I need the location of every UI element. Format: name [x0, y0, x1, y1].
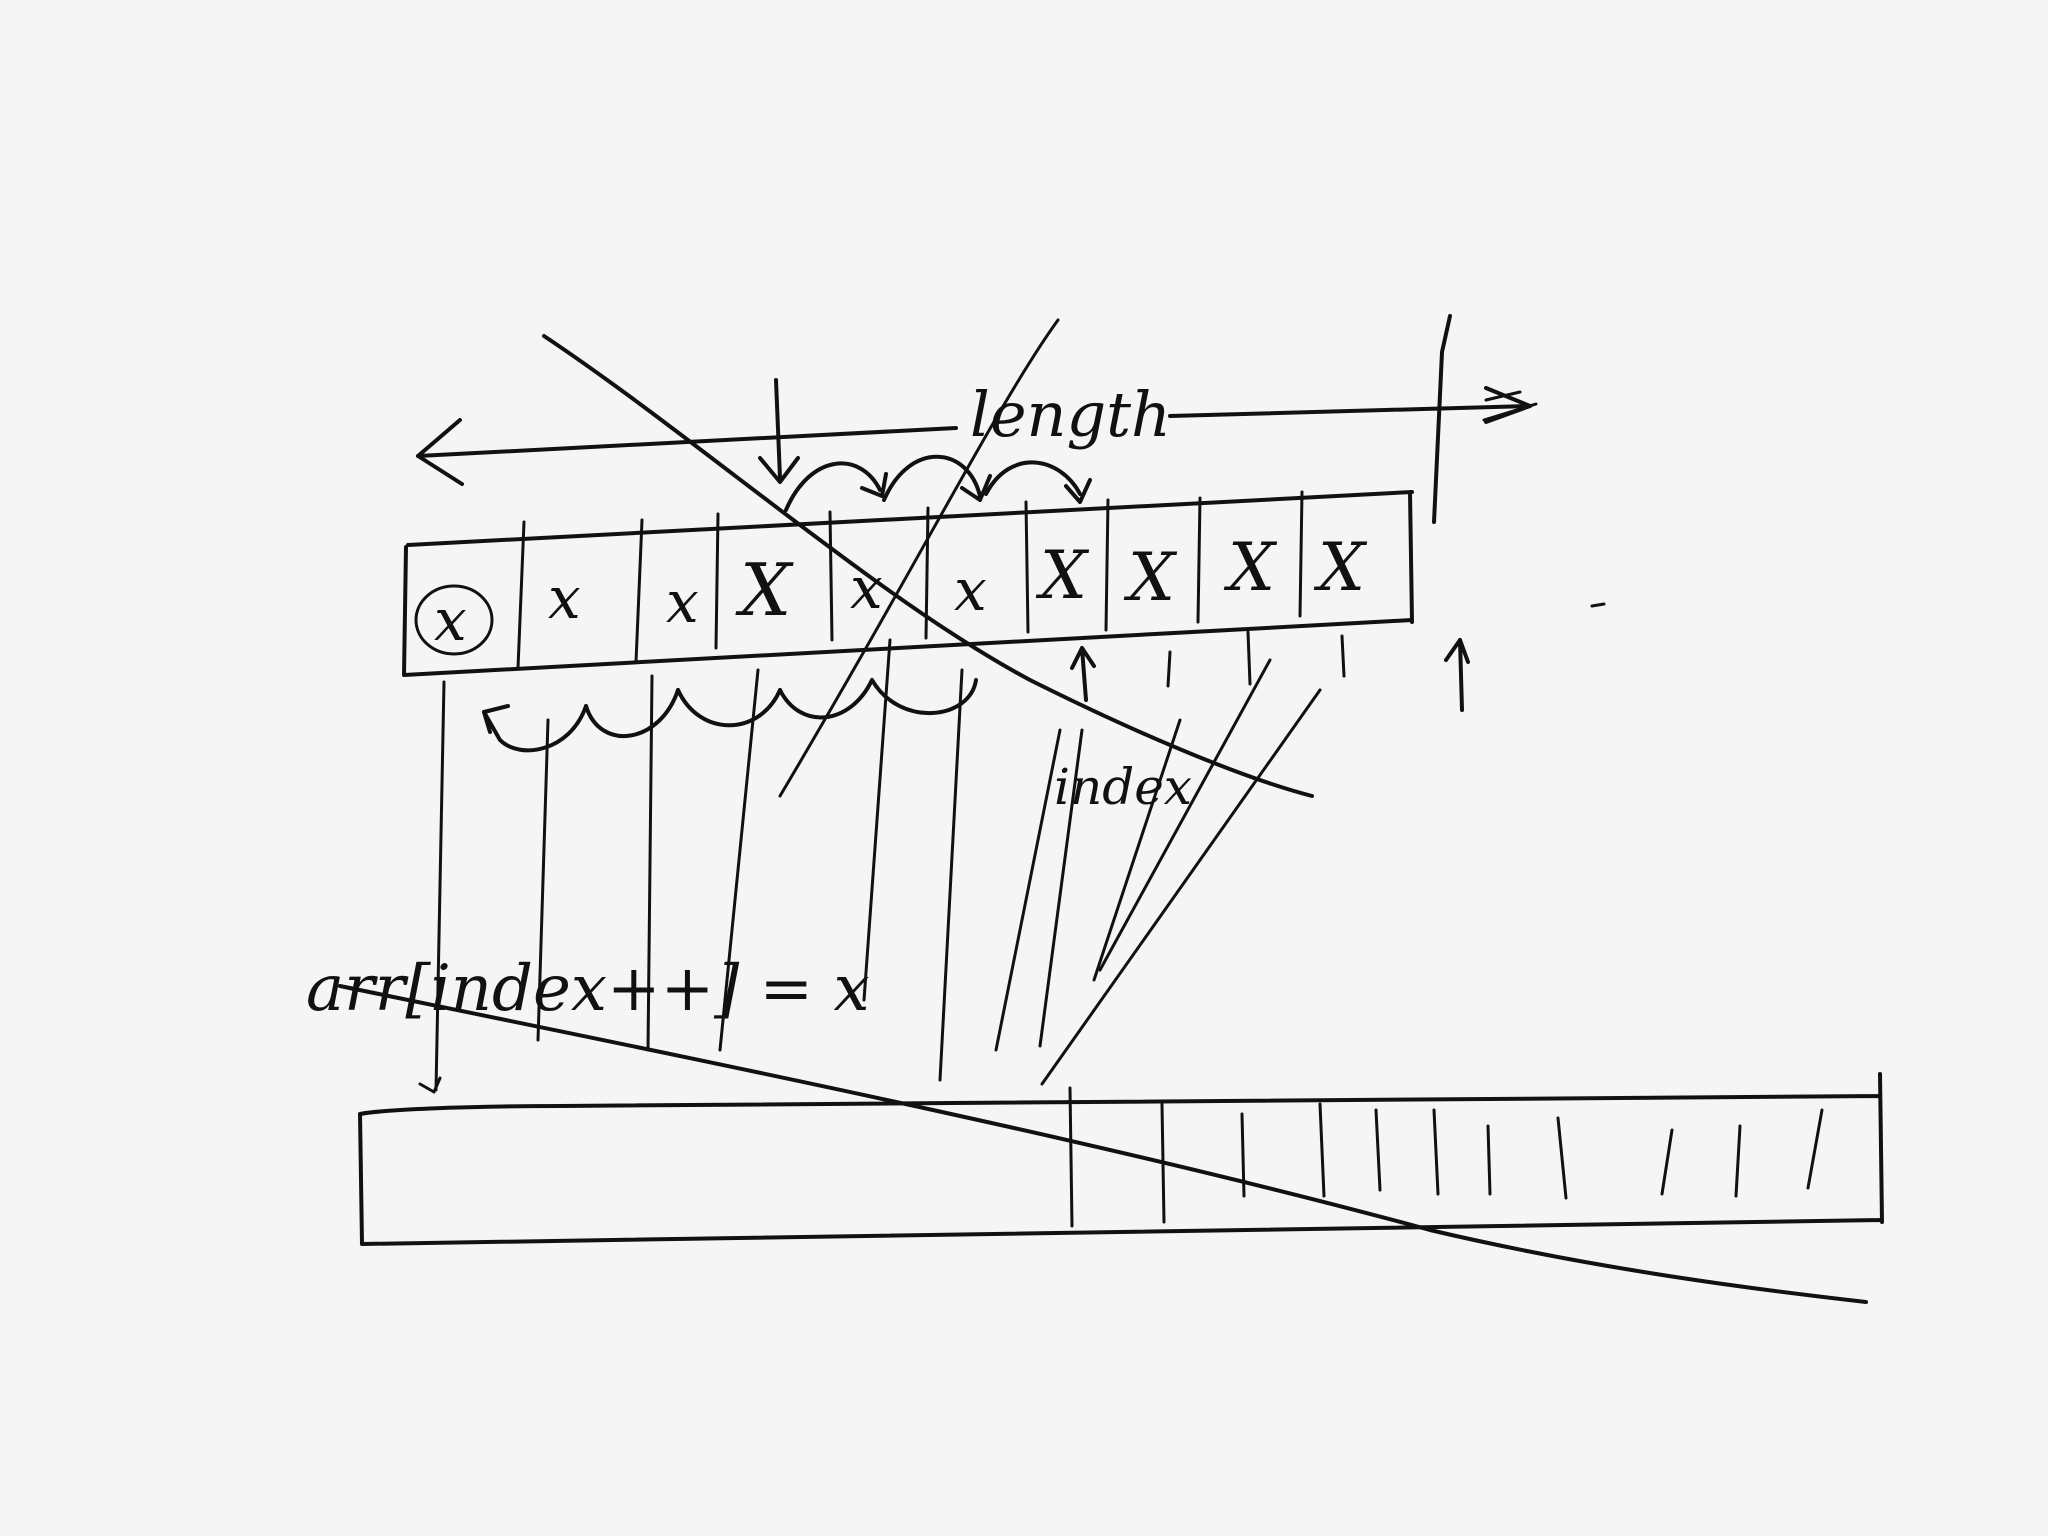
bottom-array-dividers: [1068, 1086, 1824, 1228]
cell-mark: X: [1035, 537, 1090, 614]
cell-mark: X: [735, 548, 794, 632]
code-statement: arr[index++] = x: [306, 952, 870, 1026]
length-label: length: [970, 378, 1171, 451]
cell-mark: X: [1313, 529, 1368, 606]
cell-mark: x: [434, 586, 467, 654]
top-array-outline: [402, 490, 1414, 677]
wave-arrows: [482, 678, 978, 753]
shift-arrows: [758, 378, 1092, 512]
top-array-cell-marks: x x x X x x X X X X: [434, 529, 1368, 654]
bottom-array-outline: [358, 1072, 1884, 1246]
cell-mark: x: [548, 564, 581, 632]
stray-mark: [1590, 602, 1606, 608]
cell-mark: x: [954, 556, 987, 624]
cell-mark: X: [1223, 529, 1278, 606]
up-arrows: [1070, 630, 1470, 712]
top-array-dividers: [516, 490, 1304, 670]
cell-mark: X: [1123, 539, 1178, 616]
cell-mark: x: [666, 568, 699, 636]
cross-line-lower: [338, 984, 1868, 1304]
mapping-lines: [418, 318, 1322, 1094]
length-arrow: [416, 386, 1538, 486]
first-cell-circle: [414, 584, 494, 656]
top-right-boundary: [1432, 314, 1452, 524]
cross-line-upper: [542, 334, 1314, 798]
